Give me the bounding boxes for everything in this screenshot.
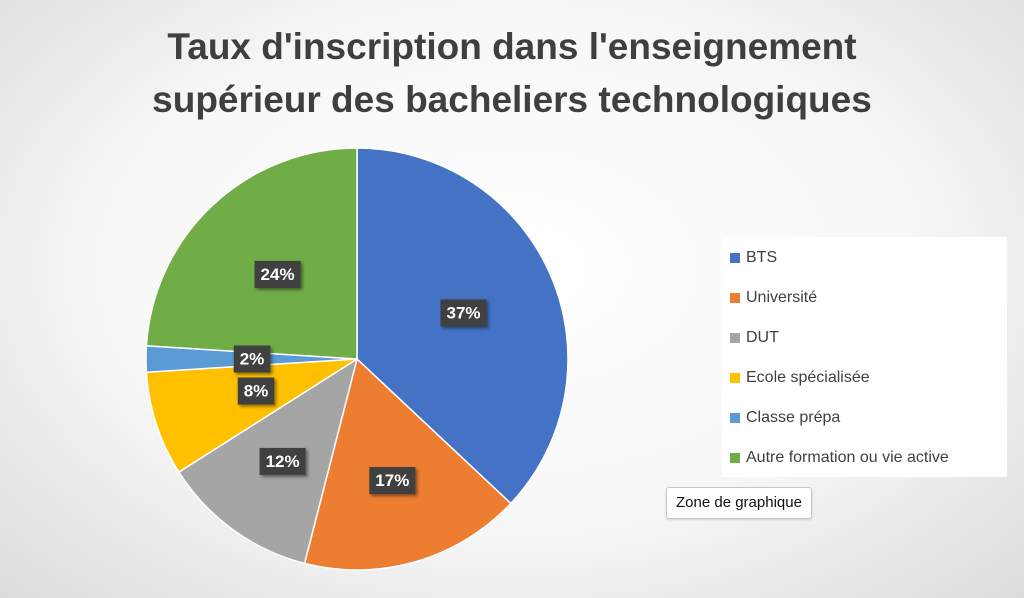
legend[interactable]: BTS Université DUT Ecole spécialisée Classe … <box>722 237 1007 477</box>
legend-swatch <box>730 373 740 383</box>
legend-swatch <box>730 333 740 343</box>
svg-text:12%: 12% <box>266 452 300 471</box>
legend-item[interactable]: Université <box>730 287 817 309</box>
chart-title-line-2: supérieur des bacheliers technologiques <box>152 79 872 120</box>
chart-title: Taux d'inscription dans l'enseignement s… <box>0 20 1024 126</box>
data-label: 8% <box>237 377 275 405</box>
svg-text:24%: 24% <box>261 265 295 284</box>
pie-slice[interactable] <box>303 357 512 571</box>
pie-slice[interactable] <box>145 358 358 474</box>
legend-item[interactable]: BTS <box>730 247 777 269</box>
data-label: 2% <box>233 345 271 373</box>
legend-item[interactable]: Classe prépa <box>730 407 840 429</box>
legend-label: Université <box>746 289 818 306</box>
legend-swatch <box>730 293 740 303</box>
legend-label: Ecole spécialisée <box>746 369 870 386</box>
pie-slice[interactable] <box>145 147 358 360</box>
svg-text:17%: 17% <box>375 471 409 490</box>
chart-area-tooltip: Zone de graphique <box>666 487 812 519</box>
legend-label: Autre formation ou vie active <box>746 449 949 466</box>
data-label: 12% <box>259 447 306 475</box>
legend-label: BTS <box>746 249 778 266</box>
legend-swatch <box>730 253 740 263</box>
legend-swatch <box>730 453 740 463</box>
legend-item[interactable]: DUT <box>730 327 779 349</box>
legend-item[interactable]: Ecole spécialisée <box>730 367 870 389</box>
data-label: 17% <box>369 467 416 495</box>
chart-title-line-1: Taux d'inscription dans l'enseignement <box>167 26 857 67</box>
legend-label: DUT <box>746 329 779 346</box>
svg-text:37%: 37% <box>446 303 480 322</box>
data-label: 37% <box>440 299 487 327</box>
data-label: 24% <box>254 260 301 288</box>
legend-item[interactable]: Autre formation ou vie active <box>730 447 949 469</box>
svg-text:8%: 8% <box>244 382 269 401</box>
legend-label: Classe prépa <box>746 409 841 426</box>
legend-swatch <box>730 413 740 423</box>
svg-text:2%: 2% <box>240 350 265 369</box>
